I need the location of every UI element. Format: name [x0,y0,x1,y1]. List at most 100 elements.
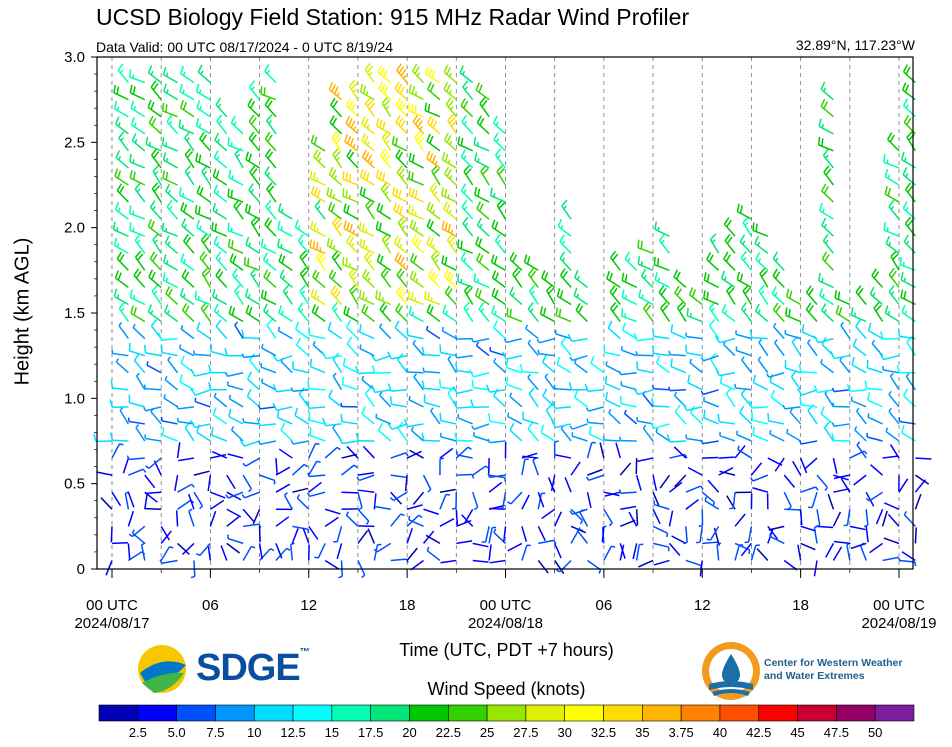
wind-barb [342,188,359,203]
barb-staff [887,139,900,152]
wind-barb [212,288,228,306]
wind-barb [322,417,342,427]
barb-staff [131,140,146,152]
barb-flag [208,364,212,373]
barb-staff [671,535,687,545]
barb-staff [214,310,228,323]
wind-barb [342,357,359,374]
wind-barb [640,268,654,288]
wind-barb [332,216,343,237]
barb-flag [728,287,735,295]
barb-flag [264,63,270,72]
barb-flag [130,116,135,126]
wind-barb [275,516,290,527]
barb-flag [364,135,369,144]
barb-flag [775,305,781,313]
colorbar-label: 42.5 [746,725,771,740]
wind-barb [227,188,244,203]
barb-staff [868,491,884,502]
barb-staff [424,298,441,306]
barb-flag [348,100,354,109]
wind-barb [481,526,490,543]
barb-staff [685,559,702,567]
barb-flag [903,291,907,300]
barb-staff [654,228,670,237]
barb-flag [147,99,152,108]
barb-staff [124,493,130,510]
wind-barb [375,221,392,237]
barb-staff [479,103,490,118]
barb-half-flag [332,372,337,377]
barb-flag [819,288,823,297]
wind-barb [111,443,124,459]
barb-flag [465,168,472,176]
wind-barb [512,267,523,288]
barb-flag [375,290,378,299]
wind-barb [491,305,506,323]
barb-half-flag [361,574,366,579]
barb-flag [527,421,534,430]
barb-staff [152,239,162,254]
barb-flag [414,66,420,74]
wind-barb [915,457,932,460]
barb-half-flag [822,293,825,299]
wind-barb [376,202,392,220]
barb-flag [867,322,872,331]
wind-barb [340,402,358,408]
barb-flag [113,288,118,297]
barb-staff [282,290,293,305]
wind-barb [421,346,440,357]
wind-barb [207,544,212,561]
barb-flag [443,81,449,90]
wind-barb [439,457,445,476]
barb-flag [346,222,350,231]
barb-flag [313,290,318,299]
barb-flag [412,255,418,264]
barb-staff [747,526,753,543]
barb-half-flag [430,407,434,412]
barb-staff [134,188,146,203]
barb-flag [441,255,445,264]
barb-flag [769,374,773,383]
wind-barb [522,455,539,459]
barb-staff [344,141,359,152]
wind-barb [311,304,326,323]
wind-barb [115,358,129,374]
barb-staff [359,297,375,306]
wind-barb [556,356,572,374]
barb-half-flag [618,370,622,375]
barb-flag [429,220,434,229]
barb-staff [493,327,507,340]
wind-barb [618,370,637,376]
barb-staff [311,311,326,323]
barb-flag [477,188,481,197]
barb-staff [127,510,135,527]
barb-staff [480,170,490,186]
barb-staff [881,510,888,527]
barb-flag [310,185,315,194]
wind-barb [166,114,179,135]
barb-flag [380,67,385,76]
barb-staff [493,139,507,152]
wind-barb [129,222,146,237]
wind-barb [726,284,736,305]
wind-barb [130,116,146,135]
barb-half-flag [608,408,612,414]
barb-flag [362,170,367,179]
barb-flag [345,115,351,124]
barb-staff [819,295,834,306]
barb-staff [199,138,211,152]
barb-flag [403,418,409,427]
barb-staff [620,371,637,376]
barb-staff [165,293,179,306]
barb-flag [568,381,573,391]
barb-flag [890,270,897,278]
barb-staff [115,157,129,169]
barb-staff [213,242,228,254]
barb-flag [196,185,201,194]
barb-staff [799,457,808,474]
barb-flag [411,234,417,243]
barb-half-flag [257,404,261,410]
barb-staff [512,273,523,288]
barb-flag [411,291,414,300]
